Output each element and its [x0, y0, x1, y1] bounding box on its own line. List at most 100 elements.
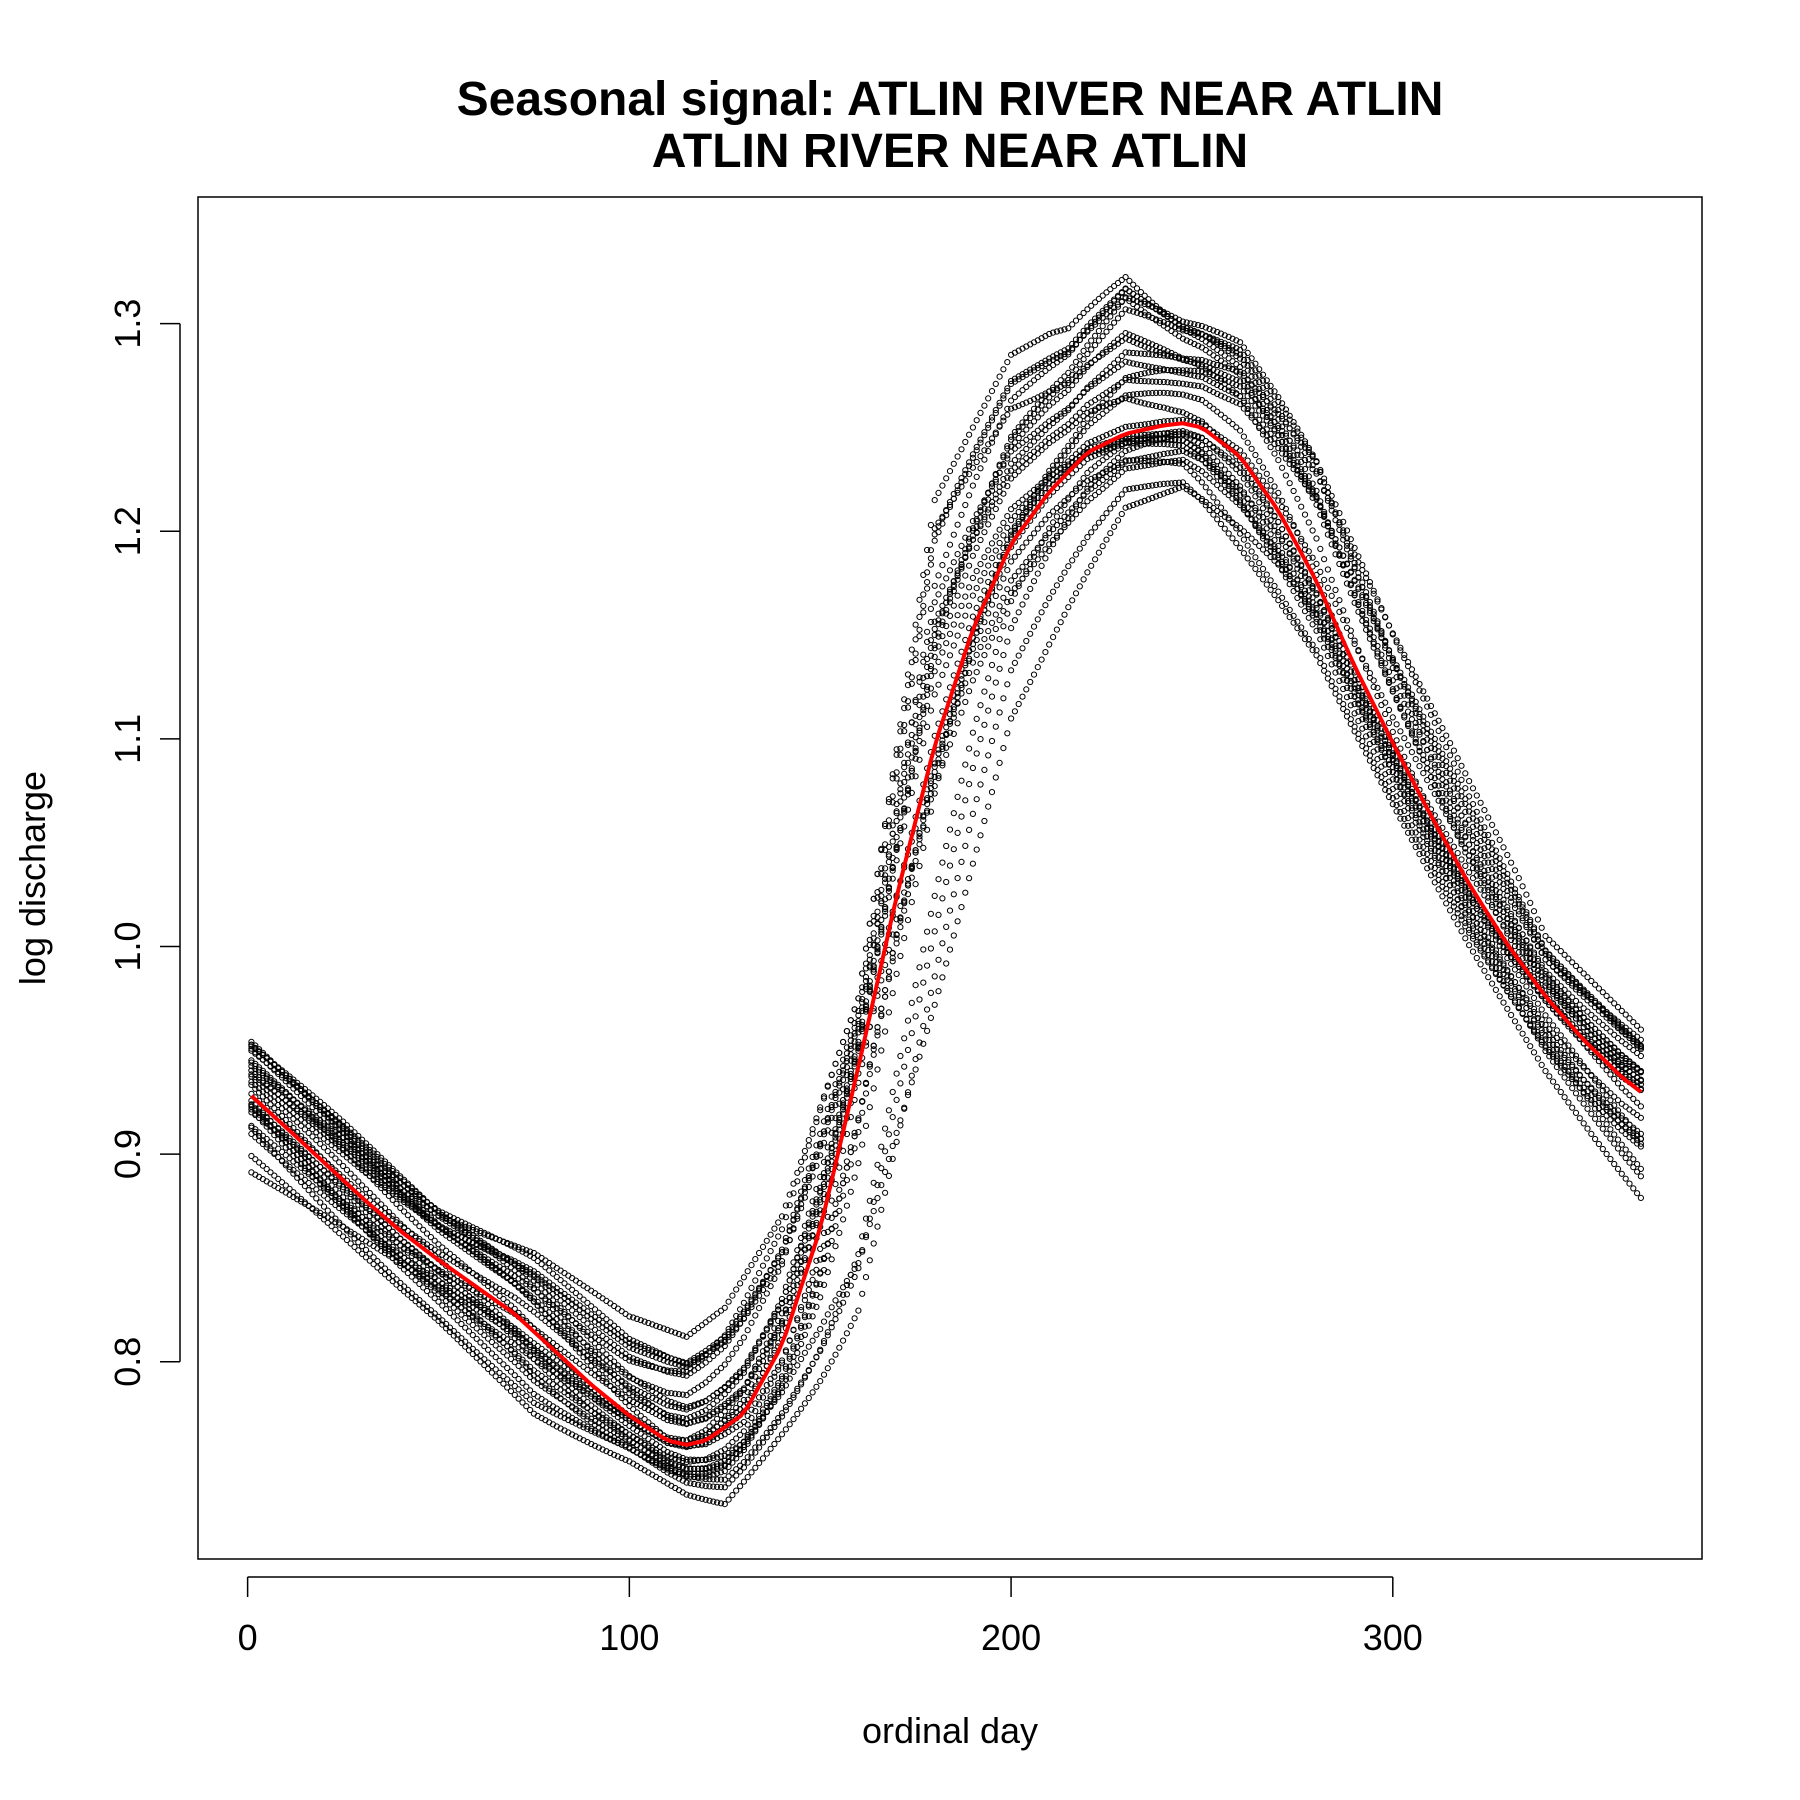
data-point: [1103, 454, 1110, 461]
data-point: [1630, 1126, 1637, 1133]
data-point: [729, 1350, 736, 1358]
data-point: [611, 1411, 618, 1418]
data-point: [1000, 476, 1007, 483]
data-point: [1069, 597, 1076, 604]
data-point: [817, 1143, 824, 1150]
data-point: [366, 1219, 373, 1226]
data-point: [973, 529, 980, 536]
data-point: [675, 1331, 683, 1338]
data-point: [1111, 360, 1118, 367]
data-point: [950, 583, 957, 591]
data-point: [1221, 364, 1228, 371]
data-point: [882, 1168, 889, 1176]
data-point: [519, 1245, 526, 1252]
data-point: [786, 1202, 793, 1209]
data-point: [1210, 360, 1217, 367]
data-point: [1370, 587, 1377, 594]
data-point: [924, 683, 931, 690]
data-point: [809, 1173, 816, 1180]
data-point: [1080, 368, 1087, 375]
data-point: [897, 1052, 904, 1060]
data-point: [935, 876, 942, 883]
data-point: [778, 1318, 786, 1325]
data-point: [1149, 494, 1156, 502]
data-point: [1065, 407, 1072, 414]
data-point: [1637, 1052, 1645, 1060]
data-point: [1290, 442, 1297, 449]
data-point: [687, 1389, 694, 1396]
data-point: [332, 1145, 339, 1152]
data-point: [530, 1254, 538, 1262]
data-point: [1214, 390, 1221, 397]
data-point: [775, 1233, 782, 1240]
data-point: [969, 424, 977, 431]
data-point: [420, 1263, 427, 1270]
data-point: [771, 1332, 778, 1339]
data-point: [1015, 453, 1022, 460]
data-point: [347, 1194, 354, 1201]
data-point: [1378, 605, 1385, 612]
data-point: [305, 1110, 312, 1117]
data-point: [1405, 701, 1412, 708]
data-point: [882, 987, 889, 994]
data-point: [924, 1027, 931, 1035]
data-point: [695, 1481, 702, 1488]
data-point: [649, 1346, 656, 1353]
data-point: [862, 945, 870, 952]
data-point: [1584, 1105, 1591, 1112]
data-point: [946, 946, 954, 953]
data-point: [946, 595, 954, 602]
data-point: [1214, 507, 1221, 515]
data-point: [1229, 335, 1236, 342]
data-point: [954, 489, 961, 496]
data-point: [1389, 631, 1396, 638]
data-point: [1595, 985, 1603, 992]
data-point: [1042, 392, 1049, 399]
data-point: [1011, 457, 1019, 464]
data-point: [641, 1345, 648, 1352]
data-point: [1084, 469, 1091, 476]
data-point: [1023, 539, 1030, 546]
data-point: [611, 1322, 618, 1329]
data-point: [248, 1057, 255, 1064]
data-point: [1172, 379, 1179, 387]
data-point: [1252, 360, 1259, 367]
data-point: [939, 602, 946, 609]
data-point: [924, 928, 931, 935]
data-point: [336, 1182, 343, 1189]
data-point: [412, 1219, 419, 1226]
data-point: [397, 1204, 404, 1212]
data-point: [874, 1195, 881, 1202]
data-point: [1443, 732, 1450, 739]
data-point: [882, 908, 889, 915]
data-point: [897, 751, 904, 759]
data-point: [1637, 1173, 1645, 1180]
data-point: [1340, 518, 1347, 525]
data-point: [1519, 904, 1526, 911]
data-point: [542, 1297, 549, 1304]
data-point: [271, 1078, 278, 1085]
data-point: [962, 438, 969, 446]
data-point: [660, 1325, 667, 1332]
data-point: [904, 1091, 912, 1099]
data-point: [695, 1325, 702, 1332]
data-point: [1454, 816, 1461, 823]
data-point: [1538, 924, 1545, 931]
data-point: [748, 1304, 755, 1311]
data-point: [767, 1275, 774, 1282]
data-point: [843, 1164, 851, 1171]
data-point: [1099, 323, 1106, 330]
data-point: [1618, 1112, 1625, 1119]
data-point: [1607, 996, 1614, 1003]
data-point: [1378, 631, 1385, 638]
data-point: [973, 846, 980, 853]
data-point: [1569, 1047, 1576, 1054]
data-point: [1164, 489, 1171, 496]
data-point: [920, 591, 927, 598]
data-point: [653, 1348, 660, 1355]
data-point: [939, 482, 946, 489]
data-point: [1454, 755, 1461, 762]
data-point: [1511, 889, 1519, 897]
data-point: [1363, 570, 1370, 577]
data-point: [572, 1380, 580, 1387]
